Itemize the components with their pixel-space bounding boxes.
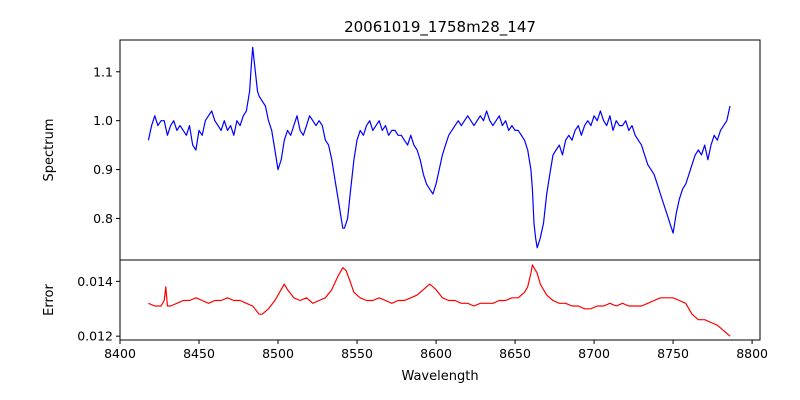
error-axes-frame <box>119 259 761 341</box>
spectrum-y-tick-label: 0.9 <box>93 162 113 177</box>
x-tick-label: 8550 <box>341 346 373 361</box>
x-tick-label: 8700 <box>578 346 610 361</box>
x-tick-label: 8450 <box>183 346 215 361</box>
error-plot-area <box>120 260 760 340</box>
spectrum-y-axis-label: Spectrum <box>42 119 57 182</box>
error-y-ticks: 0.012 0.014 <box>77 274 120 344</box>
error-y-tick-label: 0.012 <box>77 329 113 344</box>
x-tick-label: 8600 <box>420 346 452 361</box>
x-axis-label: Wavelength <box>401 369 478 384</box>
spectrum-y-tick-label: 0.8 <box>93 211 113 226</box>
x-tick-label: 8400 <box>104 346 136 361</box>
x-ticks: 8400 8450 8500 8550 8600 8650 8700 8750 8800 <box>104 340 768 361</box>
error-y-axis-label: Error <box>42 284 57 316</box>
spectrum-plot-area <box>120 40 760 260</box>
x-tick-label: 8800 <box>736 346 768 361</box>
spectrum-y-tick-label: 1.0 <box>93 113 113 128</box>
x-tick-label: 8500 <box>262 346 294 361</box>
spectrum-panel: 0.8 0.9 1.0 1.1 Spectrum <box>42 39 761 261</box>
spectrum-series-layer <box>147 46 731 249</box>
error-series-layer <box>148 264 731 337</box>
spectrum-series-line <box>147 46 731 249</box>
spectrum-y-ticks: 0.8 0.9 1.0 1.1 <box>93 64 120 226</box>
error-panel: 0.012 0.014 Error <box>42 259 761 344</box>
spectrum-y-tick-label: 1.1 <box>93 64 113 79</box>
error-y-tick-label: 0.014 <box>77 274 113 289</box>
chart-title: 20061019_1758m28_147 <box>344 18 536 37</box>
x-tick-label: 8750 <box>657 346 689 361</box>
error-series-line <box>148 264 731 337</box>
x-tick-label: 8650 <box>499 346 531 361</box>
